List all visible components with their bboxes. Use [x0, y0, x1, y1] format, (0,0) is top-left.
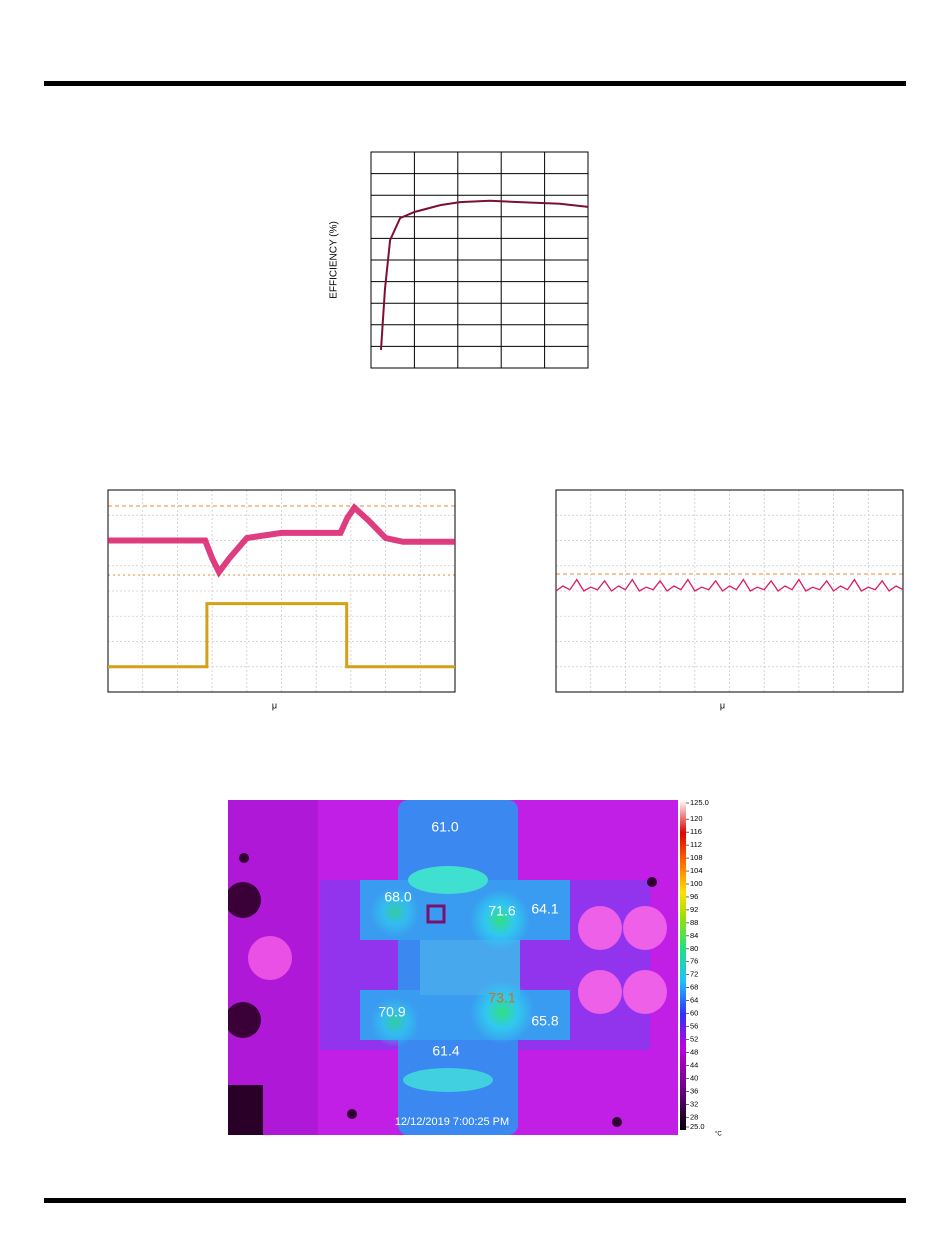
- data-line: [380, 199, 589, 350]
- spot-label: 61.4: [432, 1043, 459, 1059]
- colorbar-tick-label: 56: [690, 1022, 698, 1031]
- plot-frame: [370, 151, 589, 369]
- data-line: [108, 503, 455, 578]
- colorbar-tick-label: 112: [690, 840, 702, 849]
- colorbar-unit: °C: [715, 1132, 722, 1138]
- colorbar-tick-label: 92: [690, 905, 698, 914]
- spot-label: 70.9: [378, 1004, 405, 1020]
- spot-label: 68.0: [384, 889, 411, 905]
- colorbar-tick-label: 88: [690, 918, 698, 927]
- colorbar-tick-label: 80: [690, 944, 698, 953]
- colorbar-tick-label: 52: [690, 1035, 698, 1044]
- plot-frame: [107, 489, 456, 693]
- colorbar: [680, 800, 686, 1130]
- colorbar-tick-label: 28: [690, 1112, 698, 1121]
- colorbar-tick-label: 116: [690, 827, 702, 836]
- spot-label: 73.1: [488, 990, 515, 1006]
- x-axis-label: μ: [272, 700, 277, 710]
- spot-label: 61.0: [431, 819, 458, 835]
- colorbar-tick-label: 108: [690, 853, 703, 862]
- colorbar-tick-label: 96: [690, 892, 698, 901]
- spot-label: 65.8: [531, 1013, 558, 1029]
- timestamp: 12/12/2019 7:00:25 PM: [395, 1116, 509, 1128]
- colorbar-tick-label: 32: [690, 1099, 698, 1108]
- colorbar-tick-label: 68: [690, 983, 698, 992]
- y-axis-label: EFFICIENCY (%): [329, 221, 340, 299]
- data-line: [108, 602, 455, 669]
- spot-labels: 61.0 68.0 71.6 64.1 73.1 70.9 65.8 61.4 …: [378, 819, 558, 1128]
- top-rule: [44, 81, 906, 86]
- spot-label: 64.1: [531, 901, 558, 917]
- colorbar-tick-label: 40: [690, 1073, 698, 1082]
- colorbar-tick-label: 72: [690, 970, 698, 979]
- colorbar-tick-label: 64: [690, 996, 698, 1005]
- thermal-image: [228, 800, 678, 1135]
- colorbar-tick-label: 60: [690, 1009, 698, 1018]
- colorbar-tick-label: 100: [690, 879, 703, 888]
- colorbar-tick-label: 44: [690, 1060, 698, 1069]
- colorbar-tick-label: 84: [690, 931, 698, 940]
- x-axis-label: μ: [720, 700, 725, 710]
- colorbar-tick-label: 104: [690, 866, 703, 875]
- colorbar-tick-label: 76: [690, 957, 698, 966]
- data-line: [555, 578, 904, 592]
- colorbar-tick-label: 125.0: [690, 798, 709, 807]
- bottom-rule: [44, 1198, 906, 1203]
- colorbar-tick-label: 36: [690, 1086, 698, 1095]
- colorbar-tick-label: 120: [690, 814, 703, 823]
- colorbar-tick-label: 25.0: [690, 1122, 705, 1131]
- spot-label: 71.6: [488, 903, 515, 919]
- colorbar-tick-label: 48: [690, 1047, 698, 1056]
